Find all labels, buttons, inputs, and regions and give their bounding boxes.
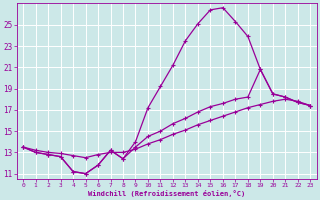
X-axis label: Windchill (Refroidissement éolien,°C): Windchill (Refroidissement éolien,°C) xyxy=(88,190,245,197)
